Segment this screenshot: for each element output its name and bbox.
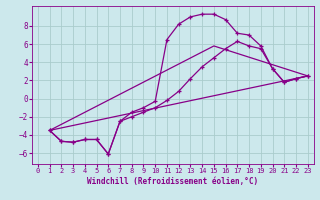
- X-axis label: Windchill (Refroidissement éolien,°C): Windchill (Refroidissement éolien,°C): [87, 177, 258, 186]
